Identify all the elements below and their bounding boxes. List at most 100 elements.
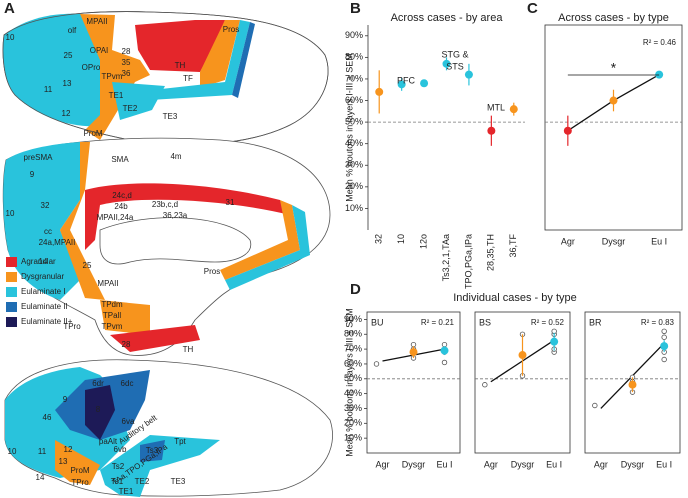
- region-label: 35: [122, 58, 131, 67]
- region-label: SMA: [111, 155, 129, 164]
- region-label: Ts3: [146, 446, 159, 455]
- y-tick-label: 30%: [345, 160, 363, 170]
- region-label: 6dr: [92, 379, 104, 388]
- y-tick-label: 80%: [345, 52, 363, 62]
- y-tick-label: 50%: [345, 116, 363, 126]
- x-tick-label: 10: [396, 234, 406, 244]
- region-label: TPvm: [102, 72, 123, 81]
- legend-swatch: [6, 257, 17, 267]
- region-label: 24b: [114, 202, 128, 211]
- x-tick-label: Dysgr: [602, 236, 626, 246]
- mean-point: [550, 337, 559, 346]
- panel-letter: A: [4, 0, 15, 17]
- case-label: BU: [371, 317, 384, 327]
- mean-point: [464, 70, 473, 79]
- y-tick-label: 80%: [344, 329, 362, 339]
- y-tick-label: 50%: [344, 373, 362, 383]
- region-label: 13: [63, 79, 72, 88]
- region-label: cc: [44, 227, 52, 236]
- y-axis-label: Mean % boutons in layers I-III ± SEM: [344, 308, 354, 457]
- panel-title: Individual cases - by type: [453, 292, 577, 304]
- mean-point: [487, 126, 496, 135]
- brain-ventral: [2, 11, 329, 146]
- region-label: TE1: [109, 91, 124, 100]
- y-tick-label: 40%: [344, 388, 362, 398]
- y-tick-label: 40%: [345, 138, 363, 148]
- annotation: STG &: [441, 49, 468, 59]
- x-tick-label: Agr: [375, 459, 389, 469]
- legend-label: Eulaminate I: [21, 287, 65, 296]
- region-label: paAlt: [99, 437, 118, 446]
- region-label: TE3: [171, 477, 186, 486]
- chart-title: Across cases - by area: [391, 12, 504, 24]
- y-tick-label: 90%: [345, 30, 363, 40]
- region-label: 6va: [122, 417, 135, 426]
- brain-lateral: [4, 359, 333, 497]
- x-tick-label: Eu I: [546, 459, 562, 469]
- x-tick-label: Eu I: [656, 459, 672, 469]
- legend-swatch: [6, 302, 17, 312]
- x-tick-label: Eu I: [651, 236, 667, 246]
- legend-swatch: [6, 317, 17, 327]
- region-label: 9: [63, 395, 68, 404]
- y-tick-label: 60%: [345, 95, 363, 105]
- region-label: Pros: [204, 267, 220, 276]
- annotation: PFC: [397, 75, 416, 85]
- region-label: preSMA: [24, 153, 54, 162]
- mean-point: [609, 96, 618, 105]
- panel-letter: C: [527, 0, 538, 17]
- x-tick-label: Agr: [484, 459, 498, 469]
- x-tick-label: Agr: [594, 459, 608, 469]
- region-label: 11: [44, 85, 53, 94]
- mean-point: [440, 346, 449, 355]
- annotation: STS: [446, 61, 464, 71]
- panel-letter: B: [350, 0, 361, 17]
- region-label: 13: [59, 457, 68, 466]
- region-label: MPAII,24a: [97, 213, 134, 222]
- annotation: MTL: [487, 102, 505, 112]
- mean-point: [442, 59, 451, 68]
- mean-point: [409, 348, 418, 357]
- region-label: 24c,d: [112, 191, 132, 200]
- region-label: TH: [183, 345, 194, 354]
- x-tick-label: Dysgr: [511, 459, 535, 469]
- region-label: 6dc: [121, 379, 134, 388]
- case-point: [661, 328, 667, 334]
- region-label: TPall: [103, 311, 121, 320]
- region-label: ProM: [83, 129, 102, 138]
- y-axis-label: Mean % boutons in layers I-III ± SEM: [344, 53, 354, 202]
- r-squared: R² = 0.83: [641, 318, 675, 327]
- x-tick-label: 36,TF: [508, 234, 518, 258]
- y-tick-label: 60%: [344, 358, 362, 368]
- r-squared: R² = 0.46: [643, 38, 677, 47]
- y-tick-label: 20%: [344, 418, 362, 428]
- mean-point: [420, 79, 429, 88]
- region-label: 31: [226, 198, 235, 207]
- legend-swatch: [6, 272, 17, 282]
- region-label: 8: [96, 405, 101, 414]
- x-tick-label: Eu I: [436, 459, 452, 469]
- mean-point: [563, 126, 572, 135]
- x-tick-label: 12o: [418, 234, 428, 249]
- region-label: olf: [68, 26, 77, 35]
- region-label: 25: [64, 51, 73, 60]
- y-tick-label: 10%: [345, 203, 363, 213]
- case-point: [482, 382, 488, 388]
- legend-label: Eulaminate II+: [21, 317, 73, 326]
- region-label: 32: [41, 201, 50, 210]
- r-squared: R² = 0.21: [421, 318, 455, 327]
- region-label: TH: [175, 61, 186, 70]
- x-tick-label: TPO,PGa,IPa: [463, 234, 473, 289]
- x-tick-label: Agr: [561, 236, 575, 246]
- region-label: 46: [43, 413, 52, 422]
- region-label: TPro: [63, 322, 81, 331]
- legend-swatch: [6, 287, 17, 297]
- x-tick-label: Ts3,2,1,TAa: [441, 234, 451, 281]
- region-label: TE1: [119, 487, 134, 496]
- y-tick-label: 10%: [344, 433, 362, 443]
- x-tick-label: Dysgr: [621, 459, 645, 469]
- region-label: TF: [183, 74, 193, 83]
- region-label: TE2: [123, 104, 138, 113]
- region-label: OPAI: [90, 46, 109, 55]
